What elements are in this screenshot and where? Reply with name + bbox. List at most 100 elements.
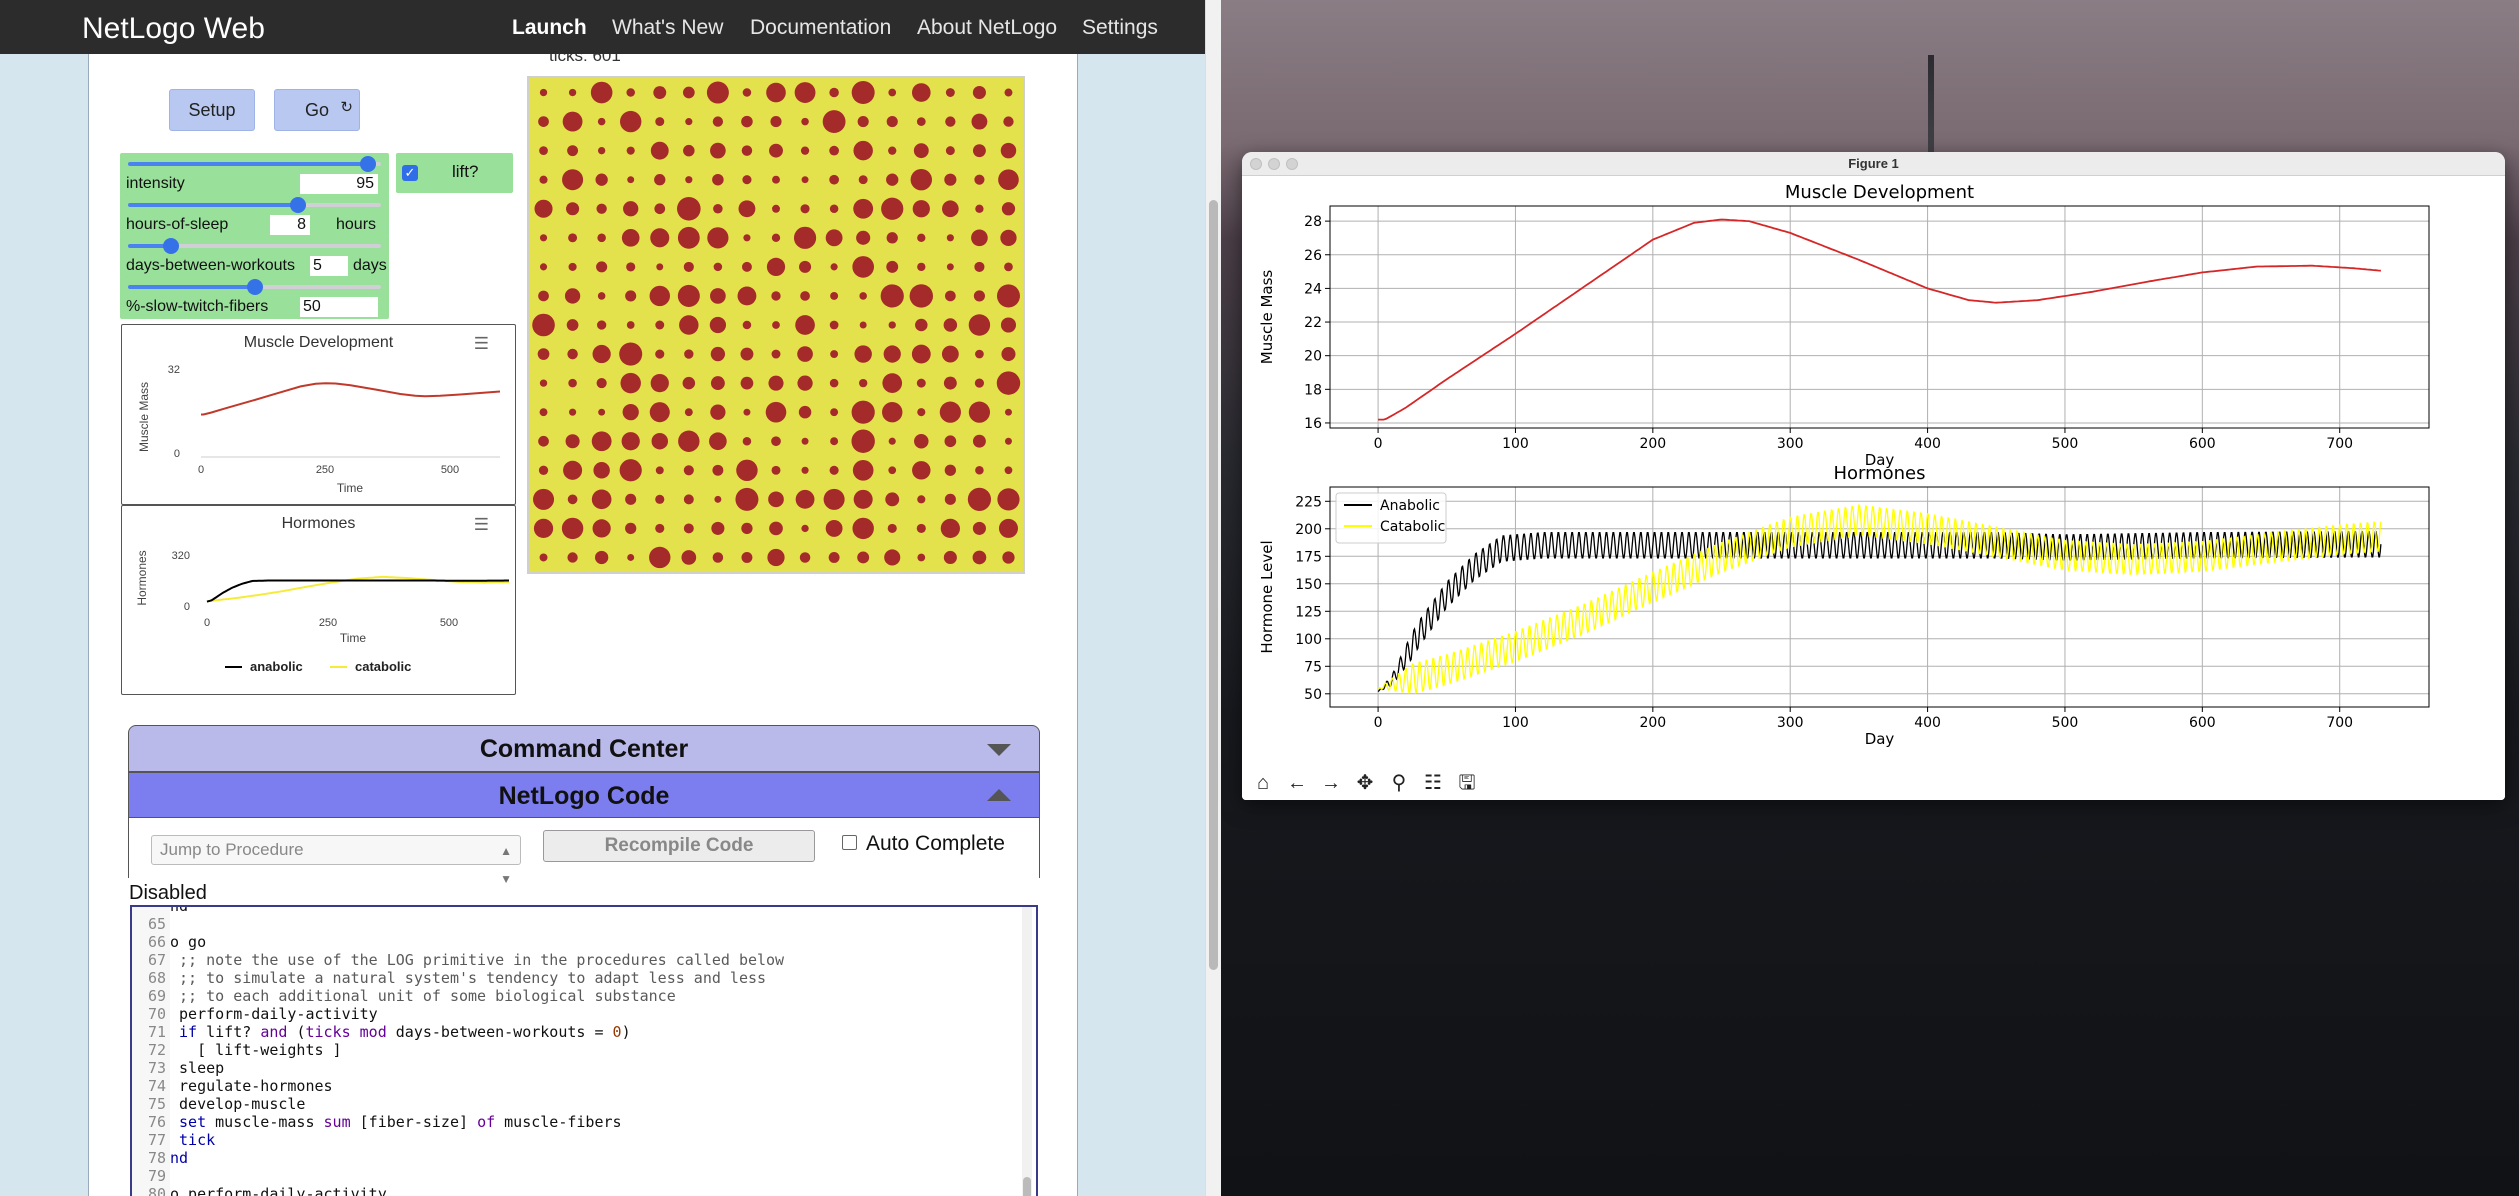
muscle-fiber — [1004, 408, 1012, 416]
muscle-fiber — [769, 143, 783, 158]
muscle-plot-ytick: 0 — [174, 448, 180, 460]
muscle-fiber — [649, 285, 670, 307]
muscle-fiber — [741, 115, 753, 128]
code-line[interactable]: 76 set muscle-mass sum [fiber-size] of m… — [132, 1113, 622, 1131]
muscle-fiber — [945, 88, 955, 97]
muscle-fiber — [772, 321, 780, 329]
figure-titlebar[interactable]: Figure 1 — [1242, 152, 2505, 176]
jump-to-procedure-select[interactable]: Jump to Procedure ▲ ▼ — [151, 835, 521, 886]
muscle-fiber — [888, 437, 896, 445]
auto-complete-checkbox[interactable] — [842, 835, 857, 850]
slider-handle[interactable] — [289, 197, 306, 213]
slider-value-field[interactable]: 95 — [300, 174, 378, 194]
muscle-fiber — [945, 116, 956, 127]
muscle-fiber — [797, 346, 813, 362]
code-line[interactable]: 74 regulate-hormones — [132, 1077, 333, 1095]
nav-documentation[interactable]: Documentation — [750, 16, 892, 39]
code-line[interactable]: 66 o go — [132, 933, 206, 951]
pan-icon[interactable]: ✥ — [1356, 772, 1374, 794]
forward-icon[interactable]: → — [1321, 772, 1341, 794]
x-tick-label: 400 — [1914, 436, 1941, 452]
slider-handle[interactable] — [360, 156, 377, 172]
code-line[interactable]: nd — [132, 907, 188, 915]
muscle-fiber — [944, 290, 956, 302]
home-icon[interactable]: ⌂ — [1256, 772, 1270, 794]
slider-value-field[interactable]: 50 — [300, 297, 378, 317]
back-icon[interactable]: ← — [1287, 772, 1307, 794]
slider-hours-of-sleep[interactable]: hours-of-sleep 8 hours — [120, 194, 389, 237]
collapse-icon[interactable] — [987, 789, 1011, 801]
muscle-fiber — [944, 464, 957, 476]
lift-checkbox[interactable]: ✓ — [402, 165, 418, 181]
plot-menu-icon[interactable]: ☰ — [473, 334, 489, 353]
muscle-fiber — [859, 321, 867, 329]
configure-icon[interactable]: ☷ — [1424, 772, 1442, 794]
code-line[interactable]: 65 — [132, 915, 170, 933]
nav-settings[interactable]: Settings — [1082, 16, 1158, 39]
code-line[interactable]: 79 — [132, 1167, 170, 1185]
muscle-fiber — [539, 88, 548, 97]
code-line[interactable]: 77 tick — [132, 1131, 215, 1149]
command-center-bar[interactable]: Command Center — [128, 725, 1040, 772]
plot-menu-icon[interactable]: ☰ — [473, 515, 489, 534]
slider-handle[interactable] — [246, 279, 263, 295]
code-token: muscle-fibers — [504, 1113, 622, 1131]
netlogo-code-bar[interactable]: NetLogo Code — [128, 772, 1040, 818]
muscle-fiber — [677, 284, 700, 307]
muscle-fiber — [562, 169, 584, 191]
code-line[interactable]: 67 ;; note the use of the LOG primitive … — [132, 951, 784, 969]
world-view[interactable] — [527, 76, 1025, 574]
brand-logo[interactable]: NetLogo Web — [82, 12, 265, 45]
editor-scrollbar[interactable] — [1022, 907, 1032, 1196]
nav-about-netlogo[interactable]: About NetLogo — [917, 16, 1058, 39]
browser-scrollbar[interactable] — [1205, 0, 1221, 1196]
code-line[interactable]: 68 ;; to simulate a natural system's ten… — [132, 969, 766, 987]
nav-whats-new[interactable]: What's New — [612, 16, 724, 39]
setup-button[interactable]: Setup — [169, 89, 255, 131]
zoom-window-button[interactable] — [1286, 158, 1298, 170]
expand-icon[interactable] — [987, 744, 1011, 756]
editor-scroll-thumb[interactable] — [1023, 1177, 1031, 1196]
minimize-window-button[interactable] — [1268, 158, 1280, 170]
muscle-fiber — [649, 546, 671, 569]
slider-days-between-workouts[interactable]: days-between-workouts 5 days — [120, 235, 389, 278]
code-line[interactable]: 72 [ lift-weights ] — [132, 1041, 342, 1059]
y-tick-label: 20 — [1304, 349, 1322, 365]
slider-slow-twitch-fibers[interactable]: %-slow-twitch-fibers 50 — [120, 276, 389, 319]
y-tick-label: 22 — [1304, 315, 1322, 331]
slider-track[interactable] — [128, 279, 381, 295]
muscle-fiber — [568, 262, 577, 271]
save-icon[interactable]: 🖫 — [1458, 772, 1476, 794]
muscle-fiber — [738, 200, 756, 218]
recompile-code-button[interactable]: Recompile Code — [543, 830, 815, 862]
lift-switch[interactable]: ✓ lift? — [396, 153, 513, 193]
muscle-fiber — [972, 550, 987, 565]
zoom-icon[interactable]: ⚲ — [1391, 772, 1407, 794]
code-line[interactable]: 70 perform-daily-activity — [132, 1005, 378, 1023]
slider-value-field[interactable]: 8 — [270, 215, 310, 235]
code-line[interactable]: 71 if lift? and (ticks mod days-between-… — [132, 1023, 631, 1041]
code-editor[interactable]: nd 65 66 o go 67 ;; note the use of the LOG … — [130, 905, 1038, 1196]
close-window-button[interactable] — [1250, 158, 1262, 170]
nav-launch[interactable]: Launch — [512, 16, 587, 39]
muscle-fiber — [656, 263, 664, 271]
slider-track[interactable] — [128, 197, 381, 213]
code-line[interactable]: 75 develop-muscle — [132, 1095, 306, 1113]
code-line[interactable]: 69 ;; to each additional unit of some bi… — [132, 987, 676, 1005]
muscle-plot-xlabel: Time — [337, 481, 364, 495]
muscle-fiber — [857, 551, 870, 564]
browser-scroll-thumb[interactable] — [1209, 200, 1218, 970]
slider-value-field[interactable]: 5 — [310, 256, 348, 276]
code-line[interactable]: 80 o perform-daily-activity — [132, 1185, 387, 1196]
go-button[interactable]: Go ↻ — [274, 89, 360, 131]
muscle-fiber — [916, 117, 926, 126]
code-line[interactable]: 73 sleep — [132, 1059, 224, 1077]
slider-handle[interactable] — [163, 238, 179, 254]
muscle-fiber — [532, 313, 555, 337]
muscle-fiber — [623, 201, 639, 217]
slider-track[interactable] — [128, 156, 381, 172]
slider-intensity[interactable]: intensity 95 — [120, 153, 389, 196]
slider-track[interactable] — [128, 238, 381, 254]
line-number: 77 — [147, 1131, 166, 1149]
